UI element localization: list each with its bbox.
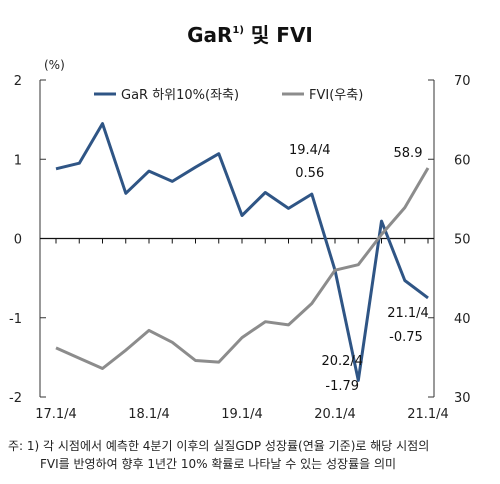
footnote-line-2: FVI를 반영하여 향후 1년간 10% 확률로 나타날 수 있는 성장률을 의…	[40, 457, 397, 471]
annotation-fvi-latest-value: 58.9	[394, 146, 423, 161]
x-tick-label: 17.1/4	[35, 407, 77, 422]
chart-title: GaR1) 및 FVI	[187, 23, 313, 47]
series-layer	[55, 122, 430, 382]
legend-fvi-label: FVI(우축)	[309, 88, 363, 103]
x-tick-label: 20.1/4	[314, 407, 356, 422]
right-tick-label: 60	[454, 153, 471, 168]
right-tick-label: 30	[454, 391, 471, 406]
x-axis: 17.1/4 18.1/4 19.1/4 20.1/4 21.1/4	[35, 237, 449, 422]
x-tick-label: 21.1/4	[407, 407, 449, 422]
left-tick-label: 1	[14, 153, 22, 168]
title-rest: 및 FVI	[244, 23, 313, 47]
gar-series-line	[55, 122, 429, 382]
annotation-19-4-label: 19.4/4	[289, 143, 331, 158]
x-tick-label: 19.1/4	[221, 407, 263, 422]
left-tick-label: 0	[14, 233, 22, 248]
title-main: GaR	[187, 23, 232, 47]
right-axis: 30 40 50 60 70	[428, 74, 471, 406]
footnote-line-1: 주: 1) 각 시점에서 예측한 4분기 이후의 실질GDP 성장률(연율 기준…	[8, 439, 430, 453]
right-tick-label: 70	[454, 74, 471, 89]
left-tick-label: 2	[14, 74, 22, 89]
title-superscript: 1)	[232, 25, 244, 36]
left-tick-label: -2	[9, 391, 22, 406]
annotations: 19.4/4 0.56 20.2/4 -1.79 21.1/4 -0.75 58.9	[289, 143, 429, 394]
annotation-20-2-label: 20.2/4	[321, 354, 363, 369]
gar-fvi-chart: GaR1) 및 FVI (%) GaR 하위10%(좌축) FVI(우축) -2…	[9, 23, 471, 422]
left-axis: -2 -1 0 1 2	[9, 74, 46, 406]
right-tick-label: 50	[454, 233, 471, 248]
footnote: 주: 1) 각 시점에서 예측한 4분기 이후의 실질GDP 성장률(연율 기준…	[8, 437, 496, 473]
legend-gar-label: GaR 하위10%(좌축)	[121, 88, 239, 103]
x-tick-label: 18.1/4	[128, 407, 170, 422]
left-axis-unit: (%)	[44, 58, 65, 72]
annotation-21-1-label: 21.1/4	[387, 306, 429, 321]
fvi-series-line	[55, 167, 430, 370]
right-tick-label: 40	[454, 312, 471, 327]
left-tick-label: -1	[9, 312, 22, 327]
annotation-20-2-value: -1.79	[325, 379, 359, 394]
annotation-21-1-value: -0.75	[389, 330, 423, 345]
annotation-19-4-value: 0.56	[295, 166, 324, 181]
legend: GaR 하위10%(좌축) FVI(우축)	[94, 88, 363, 103]
